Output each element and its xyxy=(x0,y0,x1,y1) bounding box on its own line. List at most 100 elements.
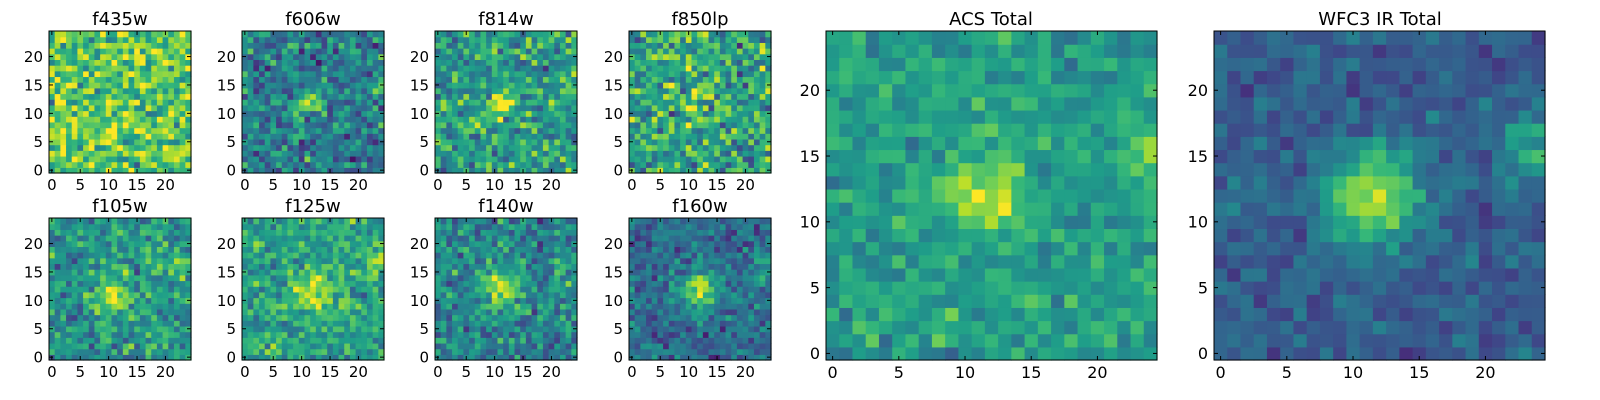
heatmap-cell xyxy=(315,99,323,106)
heatmap-cell xyxy=(548,263,555,270)
heatmap-cell xyxy=(765,308,772,316)
heatmap-cell xyxy=(748,116,755,123)
heatmap-cell xyxy=(525,48,533,55)
heatmap-cell xyxy=(355,274,362,282)
heatmap-cell xyxy=(287,269,294,276)
heatmap-cell xyxy=(731,337,738,344)
heatmap-cell xyxy=(372,121,379,129)
heatmap-cell xyxy=(565,155,572,163)
heatmap-cell xyxy=(457,110,464,117)
heatmap-cell xyxy=(565,76,572,83)
heatmap-cell xyxy=(646,104,653,112)
heatmap-cell xyxy=(446,342,453,350)
heatmap-cell xyxy=(253,286,260,293)
heatmap-cell xyxy=(514,240,521,247)
heatmap-cell xyxy=(94,53,101,60)
heatmap-cell xyxy=(657,48,664,55)
heatmap-cell xyxy=(697,42,704,49)
heatmap-cell xyxy=(310,99,317,106)
heatmap-cell xyxy=(88,303,96,310)
heatmap-cell xyxy=(349,218,357,225)
heatmap-cell xyxy=(94,121,101,129)
panel-title: f814w xyxy=(478,9,533,30)
heatmap-cell xyxy=(54,229,61,236)
heatmap-cell xyxy=(440,229,447,236)
heatmap-cell xyxy=(83,150,90,157)
heatmap-cell xyxy=(71,320,78,327)
heatmap-cell xyxy=(537,99,544,106)
heatmap-cell xyxy=(497,167,504,174)
heatmap-cell xyxy=(646,36,653,43)
heatmap-cell xyxy=(565,144,572,151)
heatmap-cell xyxy=(571,246,578,253)
heatmap-cell xyxy=(128,133,135,140)
heatmap-cell xyxy=(134,53,141,60)
heatmap-cell xyxy=(554,337,561,344)
heatmap-cell xyxy=(77,133,84,140)
heatmap-cell xyxy=(355,53,362,60)
heatmap-cell xyxy=(674,348,681,355)
heatmap-cell xyxy=(253,65,260,72)
heatmap-cell xyxy=(508,325,516,333)
heatmap-cell xyxy=(537,138,544,146)
heatmap-cell xyxy=(145,116,152,123)
heatmap-cell xyxy=(452,257,459,265)
heatmap-cell xyxy=(151,93,158,100)
heatmap-cell xyxy=(480,269,487,276)
heatmap-cell xyxy=(531,325,538,333)
heatmap-cell xyxy=(742,337,749,344)
heatmap-cell xyxy=(327,252,334,259)
heatmap-cell xyxy=(139,144,147,151)
heatmap-cell xyxy=(657,280,664,287)
heatmap-cell xyxy=(497,133,504,140)
heatmap-cell xyxy=(486,121,493,129)
y-tick-label: 5 xyxy=(33,320,43,338)
heatmap-cell xyxy=(128,155,135,163)
heatmap-cell xyxy=(349,274,357,282)
heatmap-cell xyxy=(298,331,306,338)
heatmap-cell xyxy=(338,82,345,89)
heatmap-cell xyxy=(708,303,715,310)
heatmap-cell xyxy=(321,133,328,140)
heatmap-cell xyxy=(139,291,147,299)
heatmap-cell xyxy=(668,133,676,140)
heatmap-cell xyxy=(77,229,84,236)
heatmap-cell xyxy=(145,36,152,43)
heatmap-cell xyxy=(71,240,78,247)
heatmap-cell xyxy=(259,121,266,129)
heatmap-cell xyxy=(88,354,96,361)
heatmap-cell xyxy=(486,99,493,106)
heatmap-cell xyxy=(361,150,368,157)
heatmap-cell xyxy=(287,297,294,304)
heatmap-cell xyxy=(469,263,476,270)
heatmap-cell xyxy=(145,76,152,83)
heatmap-cell xyxy=(247,42,254,49)
heatmap-cell xyxy=(332,133,340,140)
heatmap-cell xyxy=(128,93,135,100)
heatmap-cell xyxy=(253,257,260,265)
heatmap-cell xyxy=(759,280,766,287)
heatmap-cell xyxy=(264,104,271,112)
heatmap-cell xyxy=(702,274,710,282)
heatmap-cell xyxy=(253,252,260,259)
heatmap-cell xyxy=(702,116,710,123)
heatmap-cell xyxy=(503,144,510,151)
heatmap-cell xyxy=(338,246,345,253)
heatmap-cell xyxy=(105,138,113,146)
heatmap-cell xyxy=(725,116,732,123)
heatmap-cell xyxy=(298,133,306,140)
heatmap-cell xyxy=(105,286,113,293)
heatmap-cell xyxy=(122,48,130,55)
heatmap-cell xyxy=(71,348,78,355)
heatmap-cell xyxy=(571,235,578,242)
heatmap-cell xyxy=(691,167,698,174)
heatmap-cell xyxy=(508,59,516,66)
heatmap-cell xyxy=(457,150,464,157)
heatmap-cell xyxy=(253,42,260,49)
heatmap-cell xyxy=(77,36,84,43)
heatmap-cell xyxy=(378,36,385,43)
heatmap-cell xyxy=(674,110,681,117)
heatmap-cell xyxy=(708,320,715,327)
heatmap-cell xyxy=(185,257,192,265)
heatmap-cell xyxy=(525,42,533,49)
